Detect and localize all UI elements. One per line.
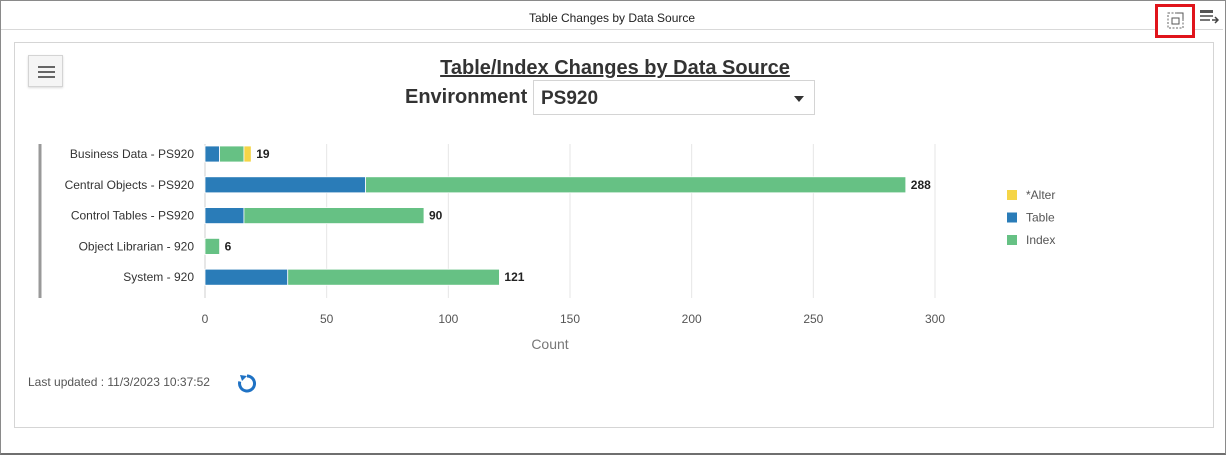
chart-title: Table/Index Changes by Data Source xyxy=(440,57,790,79)
stacked-bar-chart: Business Data - PS920 19 Central Objects -… xyxy=(38,144,1055,352)
table-settings-button[interactable] xyxy=(1199,8,1220,26)
bar-total-label: 19 xyxy=(256,147,270,161)
environment-select[interactable]: PS920 xyxy=(533,80,815,115)
legend-swatch xyxy=(1007,212,1017,223)
bar-segment-table xyxy=(204,207,245,225)
environment-select-value: PS920 xyxy=(541,88,599,109)
legend-label: Table xyxy=(1026,211,1055,225)
x-tick-label: 250 xyxy=(803,312,823,326)
table-settings-icon xyxy=(1200,10,1220,24)
x-tick-label: 100 xyxy=(438,312,458,326)
bar-segment-index xyxy=(204,237,220,255)
legend-label: Index xyxy=(1026,233,1055,247)
x-tick-label: 300 xyxy=(925,312,945,326)
legend-swatch xyxy=(1007,235,1017,245)
chart-panel: Table/Index Changes by Data Source Envir… xyxy=(14,42,1214,428)
bar-segment-table xyxy=(204,176,367,194)
hamburger-icon-bar xyxy=(38,66,55,68)
chevron-down-icon xyxy=(794,96,804,102)
bar-total-label: 288 xyxy=(911,178,931,192)
bar-segment-index xyxy=(219,145,245,163)
bar-segment-index xyxy=(243,207,425,225)
last-updated-text: Last updated : 11/3/2023 10:37:52 xyxy=(28,375,210,389)
bar-segment-table xyxy=(204,268,289,286)
x-axis-title: Count xyxy=(531,336,568,352)
category-label: Control Tables - PS920 xyxy=(71,209,195,223)
bar-segment-table xyxy=(204,145,220,163)
environment-label: Environment xyxy=(405,86,528,108)
refresh-button[interactable] xyxy=(235,371,259,395)
legend-swatch xyxy=(1007,190,1017,200)
category-label: Business Data - PS920 xyxy=(70,147,194,161)
window-title-bar: Table Changes by Data Source xyxy=(1,1,1223,30)
bar-total-label: 121 xyxy=(504,270,524,284)
legend-label: *Alter xyxy=(1026,188,1055,202)
category-label: System - 920 xyxy=(123,270,194,284)
hamburger-icon-bar xyxy=(38,71,55,73)
x-tick-label: 50 xyxy=(320,312,334,326)
refresh-icon xyxy=(238,374,256,393)
x-tick-label: 150 xyxy=(560,312,580,326)
category-label: Object Librarian - 920 xyxy=(79,239,195,253)
window-title: Table Changes by Data Source xyxy=(528,11,696,25)
bar-total-label: 90 xyxy=(429,209,443,223)
bar-segment-index xyxy=(365,176,907,194)
x-tick-label: 200 xyxy=(682,312,702,326)
expand-icon xyxy=(1167,12,1184,29)
bar-segment-index xyxy=(287,268,500,286)
bar-segment-alter xyxy=(243,145,252,163)
chart-menu-button[interactable] xyxy=(28,55,63,87)
category-label: Central Objects - PS920 xyxy=(65,178,195,192)
bar-total-label: 6 xyxy=(225,239,232,253)
expand-button[interactable] xyxy=(1155,4,1195,38)
x-tick-label: 0 xyxy=(202,312,209,326)
hamburger-icon-bar xyxy=(38,76,55,78)
